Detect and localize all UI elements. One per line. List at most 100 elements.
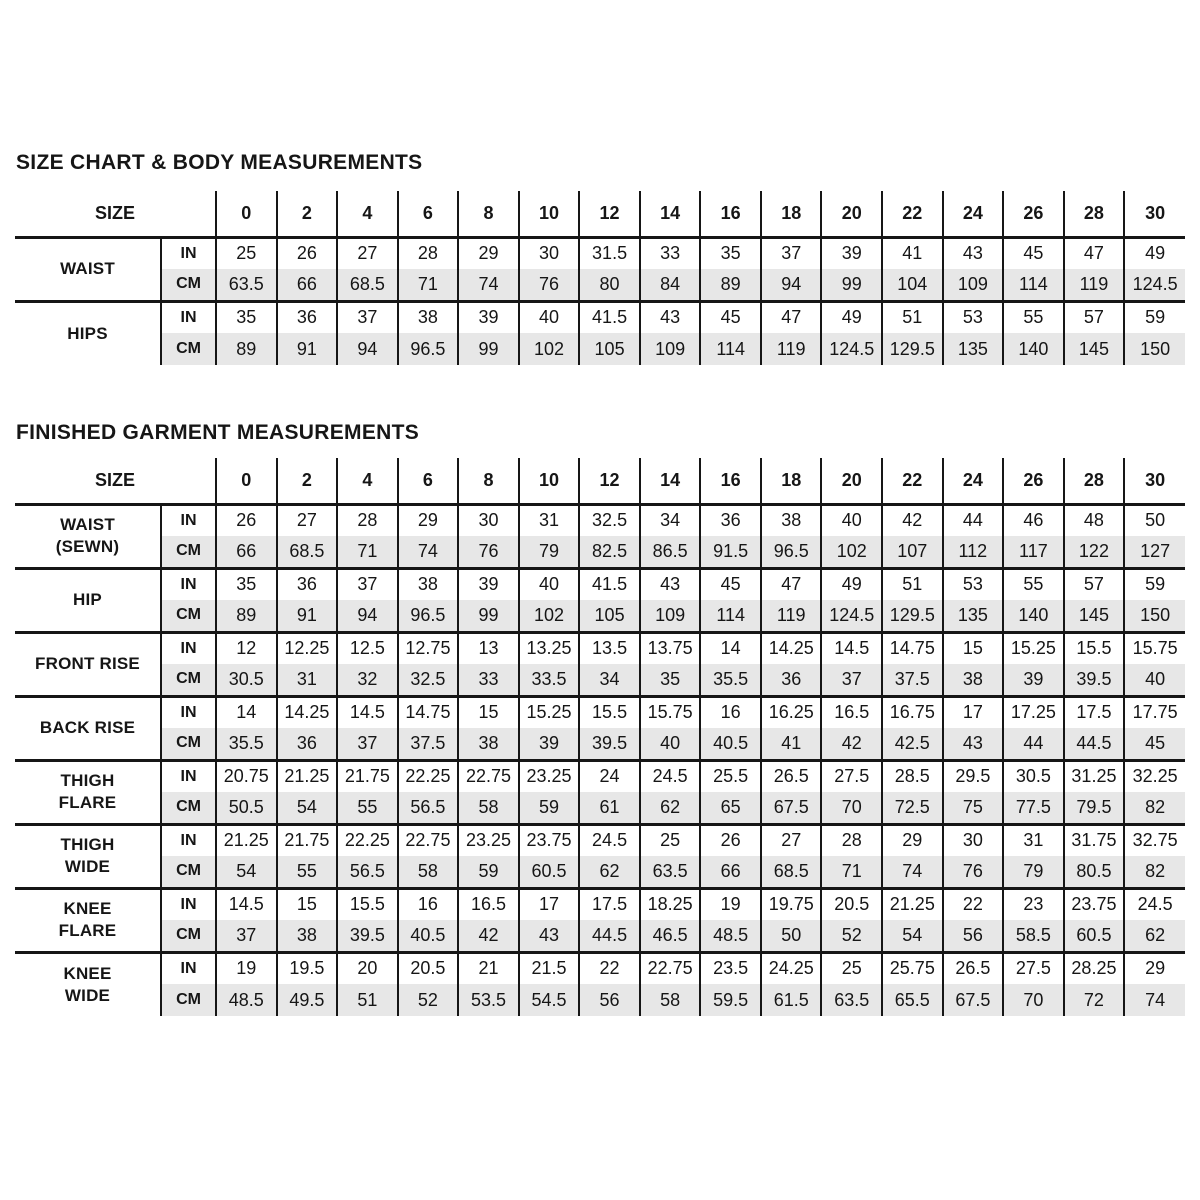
measurement-cell: 86.5 xyxy=(638,536,701,568)
measurement-cell: 114 xyxy=(699,333,761,365)
size-column-header: 24 xyxy=(941,458,1004,506)
measurement-cell: 63.5 xyxy=(820,984,883,1016)
measurement-cell: 20 xyxy=(336,950,398,984)
measurement-cell: 25.75 xyxy=(881,950,943,984)
measurement-cell: 12.75 xyxy=(396,630,459,664)
measurement-cell: 41.5 xyxy=(578,299,640,333)
size-column-header: 30 xyxy=(1123,458,1185,506)
measurement-cell: 119 xyxy=(759,600,822,632)
measurement-cell: 23.25 xyxy=(517,758,580,792)
row-knee-wide-cm: CM 48.5 49.5 51 52 53.5 54.5 56 58 59.5 61.5 63.5 65… xyxy=(15,984,1185,1016)
measurement-cell: 109 xyxy=(638,333,701,365)
measurement-cell: 62 xyxy=(578,856,640,888)
measurement-cell: 40 xyxy=(1123,664,1185,696)
unit-cell-in: IN xyxy=(159,886,217,920)
measurement-cell: 47 xyxy=(759,299,822,333)
row-label-back-rise: BACK RISE xyxy=(15,694,161,760)
measurement-cell: 41.5 xyxy=(578,566,640,600)
measurement-cell: 44 xyxy=(1002,728,1064,760)
measurement-cell: 22 xyxy=(578,950,640,984)
measurement-cell: 21 xyxy=(457,950,519,984)
size-column-header: 2 xyxy=(275,191,338,239)
measurement-cell: 46 xyxy=(1002,504,1064,536)
measurement-cell: 79 xyxy=(517,536,580,568)
measurement-cell: 34 xyxy=(638,504,701,536)
measurement-cell: 40 xyxy=(517,566,580,600)
measurement-cell: 14 xyxy=(699,630,761,664)
unit-cell-in: IN xyxy=(159,299,217,333)
measurement-cell: 27 xyxy=(759,822,822,856)
measurement-cell: 68.5 xyxy=(275,536,338,568)
unit-cell-cm: CM xyxy=(159,536,217,568)
measurement-cell: 17 xyxy=(517,886,580,920)
measurement-cell: 16 xyxy=(699,694,761,728)
measurement-cell: 39 xyxy=(1002,664,1064,696)
measurement-cell: 16.25 xyxy=(759,694,822,728)
row-thigh-wide-cm: CM 54 55 56.5 58 59 60.5 62 63.5 66 68.5 71 74 76 79 80… xyxy=(15,856,1185,888)
measurement-cell: 16.5 xyxy=(457,886,519,920)
measurement-cell: 91 xyxy=(275,333,338,365)
measurement-cell: 71 xyxy=(336,536,398,568)
measurement-cell: 135 xyxy=(941,600,1004,632)
measurement-cell: 60.5 xyxy=(517,856,580,888)
measurement-cell: 37 xyxy=(336,299,398,333)
measurement-cell: 37 xyxy=(336,566,398,600)
measurement-cell: 41 xyxy=(759,728,822,760)
measurement-cell: 38 xyxy=(941,664,1004,696)
measurement-cell: 37 xyxy=(336,728,398,760)
measurement-cell: 67.5 xyxy=(941,984,1004,1016)
measurement-cell: 58.5 xyxy=(1002,920,1064,952)
measurement-cell: 96.5 xyxy=(396,333,459,365)
measurement-cell: 13.5 xyxy=(578,630,640,664)
measurement-cell: 20.75 xyxy=(215,758,277,792)
measurement-cell: 44 xyxy=(941,504,1004,536)
measurement-cell: 22.25 xyxy=(336,822,398,856)
measurement-cell: 145 xyxy=(1062,600,1125,632)
row-front-rise-in: FRONT RISE IN 12 12.25 12.5 12.75 13 13.25 13.5 1… xyxy=(15,630,1185,696)
measurement-cell: 27 xyxy=(336,237,398,269)
measurement-cell: 18.25 xyxy=(638,886,701,920)
measurement-cell: 35 xyxy=(215,566,277,600)
measurement-cell: 71 xyxy=(820,856,883,888)
measurement-cell: 45 xyxy=(699,566,761,600)
measurement-cell: 28 xyxy=(336,504,398,536)
measurement-cell: 30 xyxy=(457,504,519,536)
measurement-cell: 59.5 xyxy=(699,984,761,1016)
measurement-cell: 124.5 xyxy=(820,600,883,632)
measurement-cell: 55 xyxy=(336,792,398,824)
unit-cell-cm: CM xyxy=(159,333,217,365)
measurement-cell: 94 xyxy=(759,269,822,301)
measurement-cell: 22.25 xyxy=(396,758,459,792)
row-label-knee-flare: KNEE FLARE xyxy=(15,886,161,952)
measurement-cell: 31 xyxy=(1002,822,1064,856)
measurement-cell: 62 xyxy=(1123,920,1185,952)
measurement-cell: 38 xyxy=(457,728,519,760)
measurement-cell: 56.5 xyxy=(396,792,459,824)
measurement-cell: 31 xyxy=(275,664,338,696)
measurement-cell: 58 xyxy=(457,792,519,824)
size-column-header: 14 xyxy=(638,191,701,239)
row-thigh-flare-cm: CM 50.5 54 55 56.5 58 59 61 62 65 67.5 70 72.5 75 77.5… xyxy=(15,792,1185,824)
row-hips-cm: CM 89 91 94 96.5 99 102 105 109 114 119 124.5 129.5 1… xyxy=(15,333,1185,365)
measurement-cell: 50.5 xyxy=(215,792,277,824)
measurement-cell: 25.5 xyxy=(699,758,761,792)
measurement-cell: 150 xyxy=(1123,333,1185,365)
row-waist-sewn-in: WAIST (SEWN) IN 26 27 28 29 30 31 32.5 34 36 38 40 42… xyxy=(15,504,1185,556)
row-label-waist-sewn: WAIST (SEWN) xyxy=(55,514,120,556)
measurement-cell: 135 xyxy=(941,333,1004,365)
measurement-cell: 12.5 xyxy=(336,630,398,664)
garment-measurements-title: FINISHED GARMENT MEASUREMENTS xyxy=(16,421,420,444)
body-measurements-section: SIZE CHART & BODY MEASUREMENTS SIZE 0 2 4 6 8… xyxy=(15,0,1185,365)
measurement-cell: 39.5 xyxy=(1062,664,1125,696)
row-waist-cm: CM 63.5 66 68.5 71 74 76 80 84 89 94 99 104 109 114 119… xyxy=(15,269,1185,301)
measurement-cell: 23.5 xyxy=(699,950,761,984)
measurement-cell: 35 xyxy=(215,299,277,333)
row-waist-sewn-cm: CM 66 68.5 71 74 76 79 82.5 86.5 91.5 96.5 102 107 11… xyxy=(15,536,1185,568)
measurement-cell: 31.25 xyxy=(1062,758,1125,792)
measurement-cell: 96.5 xyxy=(396,600,459,632)
measurement-cell: 117 xyxy=(1002,536,1064,568)
measurement-cell: 109 xyxy=(941,269,1004,301)
measurement-cell: 65.5 xyxy=(881,984,943,1016)
measurement-cell: 17 xyxy=(941,694,1004,728)
row-knee-flare-in: KNEE FLARE IN 14.5 15 15.5 16 16.5 17 17.5 18.25 1… xyxy=(15,886,1185,952)
